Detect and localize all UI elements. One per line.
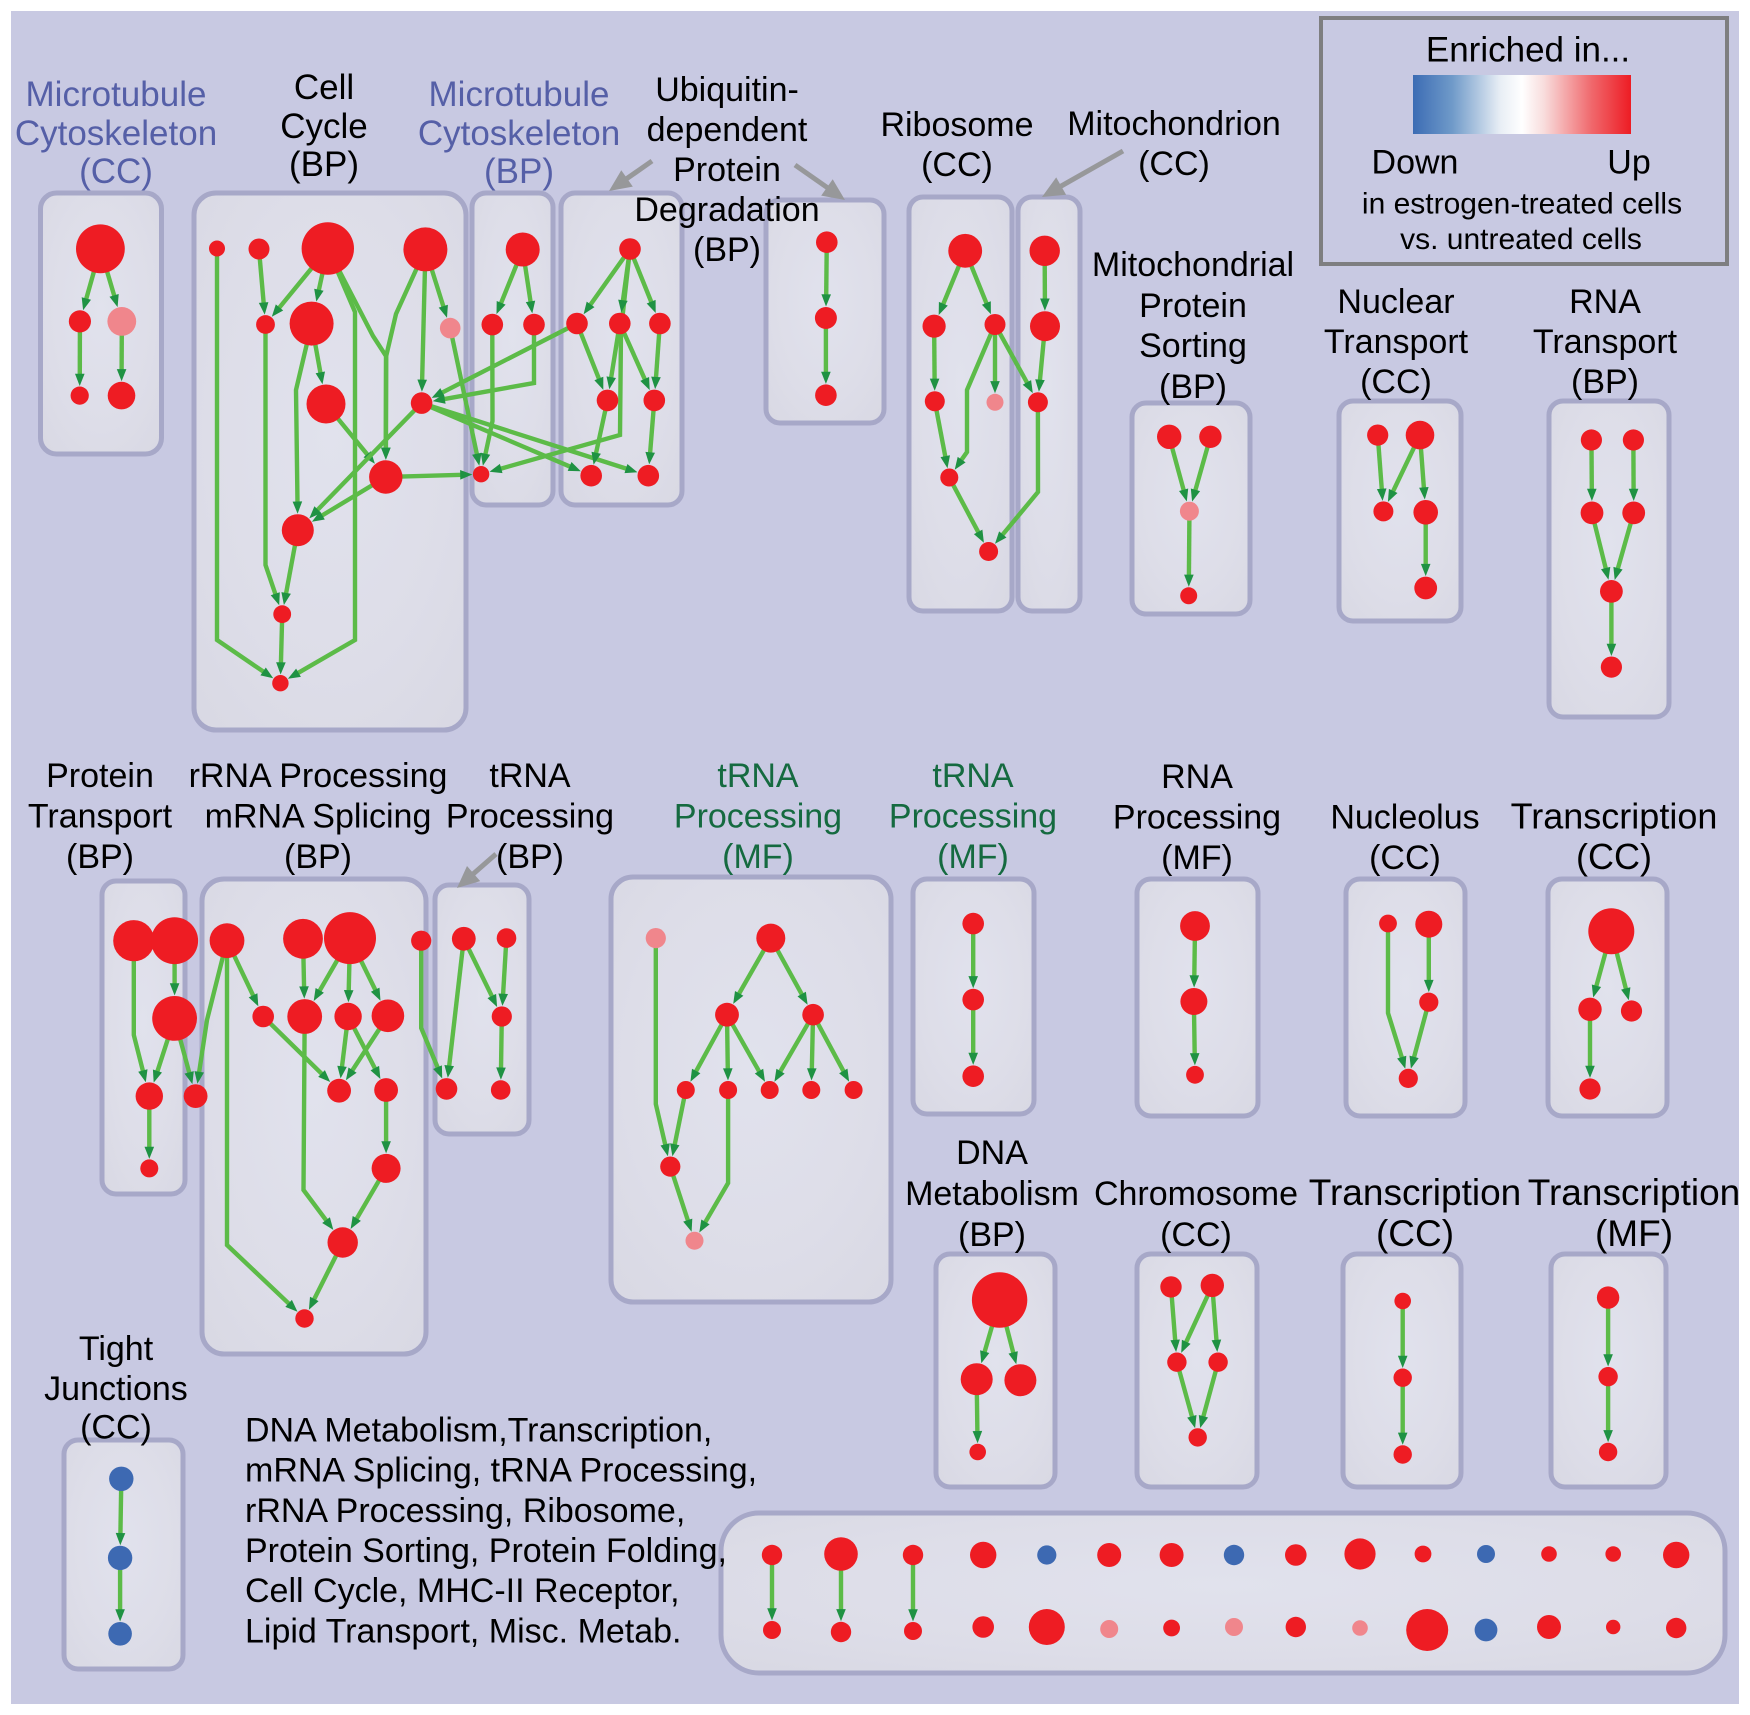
svg-text:Transcription: Transcription — [1511, 796, 1718, 837]
svg-text:Chromosome: Chromosome — [1094, 1175, 1298, 1213]
svg-text:(BP): (BP) — [1571, 363, 1639, 401]
svg-text:Processing: Processing — [889, 798, 1057, 836]
svg-text:Protein: Protein — [46, 757, 154, 795]
svg-text:Junctions: Junctions — [44, 1370, 188, 1408]
svg-text:DNA Metabolism,Transcription,: DNA Metabolism,Transcription, — [245, 1411, 712, 1449]
svg-text:Protein: Protein — [673, 151, 781, 189]
svg-text:(MF): (MF) — [1595, 1213, 1673, 1254]
svg-text:Transcription: Transcription — [1309, 1172, 1521, 1213]
svg-text:Tight: Tight — [79, 1330, 154, 1368]
svg-text:Cytoskeleton: Cytoskeleton — [15, 114, 217, 153]
svg-text:Nuclear: Nuclear — [1337, 283, 1454, 321]
svg-text:in estrogen-treated cells: in estrogen-treated cells — [1362, 188, 1682, 221]
svg-text:Metabolism: Metabolism — [905, 1175, 1079, 1213]
svg-text:Microtubule: Microtubule — [26, 75, 207, 114]
svg-text:(CC): (CC) — [1576, 836, 1652, 877]
svg-text:(BP): (BP) — [484, 152, 554, 191]
svg-text:Cell: Cell — [294, 68, 354, 107]
svg-text:dependent: dependent — [647, 111, 808, 149]
svg-text:Down: Down — [1372, 144, 1459, 182]
svg-text:Cycle: Cycle — [280, 107, 368, 146]
svg-text:Transcription: Transcription — [1528, 1172, 1740, 1213]
svg-text:(BP): (BP) — [289, 145, 359, 184]
svg-text:(CC): (CC) — [1376, 1213, 1454, 1254]
svg-text:DNA: DNA — [956, 1134, 1028, 1172]
svg-text:Ubiquitin-: Ubiquitin- — [655, 71, 799, 109]
svg-text:(CC): (CC) — [1138, 145, 1210, 183]
svg-text:(BP): (BP) — [1159, 368, 1227, 406]
svg-text:Mitochondrion: Mitochondrion — [1067, 105, 1281, 143]
svg-text:(MF): (MF) — [722, 838, 794, 876]
svg-text:Transport: Transport — [1324, 323, 1469, 361]
svg-text:Protein Sorting, Protein Foldi: Protein Sorting, Protein Folding, — [245, 1532, 727, 1570]
svg-text:(CC): (CC) — [921, 146, 993, 184]
svg-text:rRNA Processing, Ribosome,: rRNA Processing, Ribosome, — [245, 1492, 685, 1530]
svg-text:Transport: Transport — [1533, 323, 1678, 361]
svg-text:mRNA Splicing: mRNA Splicing — [205, 798, 432, 836]
svg-text:(MF): (MF) — [937, 838, 1009, 876]
svg-text:Processing: Processing — [1113, 799, 1281, 837]
svg-text:Enriched in...: Enriched in... — [1426, 31, 1630, 70]
svg-text:(CC): (CC) — [80, 1409, 152, 1447]
svg-text:(BP): (BP) — [284, 838, 352, 876]
svg-text:tRNA: tRNA — [932, 757, 1014, 795]
svg-text:RNA: RNA — [1161, 758, 1233, 796]
svg-text:(BP): (BP) — [496, 838, 564, 876]
svg-text:Degradation: Degradation — [634, 191, 819, 229]
svg-text:(CC): (CC) — [1360, 363, 1432, 401]
svg-text:(MF): (MF) — [1161, 839, 1233, 877]
svg-text:tRNA: tRNA — [489, 757, 571, 795]
svg-text:Processing: Processing — [446, 798, 614, 836]
svg-text:Cytoskeleton: Cytoskeleton — [418, 114, 620, 153]
svg-text:Lipid Transport, Misc. Metab.: Lipid Transport, Misc. Metab. — [245, 1612, 682, 1650]
svg-text:vs. untreated cells: vs. untreated cells — [1400, 223, 1642, 256]
svg-text:Protein: Protein — [1139, 287, 1247, 325]
svg-text:(BP): (BP) — [693, 231, 761, 269]
svg-text:tRNA: tRNA — [717, 757, 799, 795]
svg-text:Nucleolus: Nucleolus — [1330, 799, 1479, 837]
svg-text:(CC): (CC) — [1369, 839, 1441, 877]
svg-text:Transport: Transport — [28, 798, 173, 836]
svg-text:RNA: RNA — [1569, 283, 1641, 321]
svg-text:Cell Cycle, MHC-II Receptor,: Cell Cycle, MHC-II Receptor, — [245, 1572, 680, 1610]
svg-text:Processing: Processing — [674, 798, 842, 836]
svg-text:rRNA Processing: rRNA Processing — [189, 757, 448, 795]
svg-text:(BP): (BP) — [958, 1216, 1026, 1254]
svg-text:Mitochondrial: Mitochondrial — [1092, 246, 1294, 284]
svg-text:(CC): (CC) — [79, 152, 153, 191]
svg-text:Up: Up — [1607, 144, 1650, 182]
svg-text:Ribosome: Ribosome — [880, 106, 1033, 144]
svg-text:mRNA Splicing, tRNA Processing: mRNA Splicing, tRNA Processing, — [245, 1452, 757, 1490]
svg-text:(BP): (BP) — [66, 838, 134, 876]
svg-text:(CC): (CC) — [1160, 1216, 1232, 1254]
svg-text:Microtubule: Microtubule — [429, 75, 610, 114]
svg-text:Sorting: Sorting — [1139, 327, 1247, 365]
